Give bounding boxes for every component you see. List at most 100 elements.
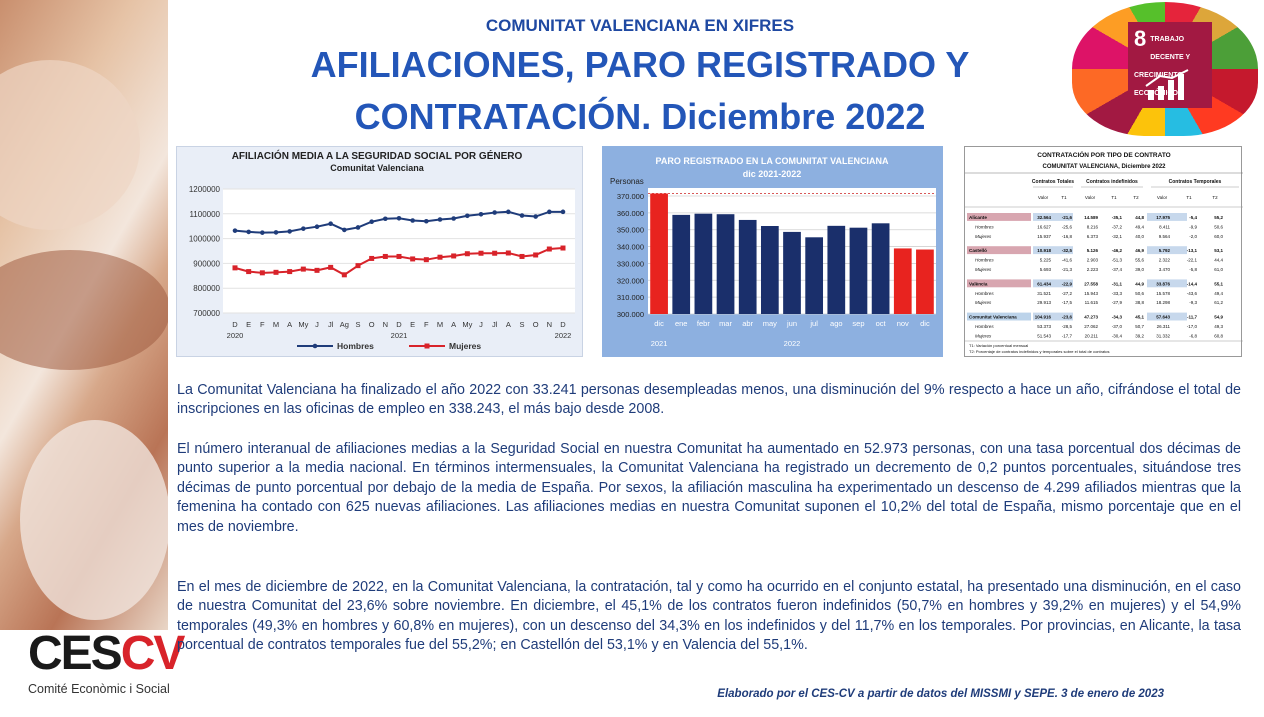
table-row-highlight [967,246,1031,255]
chart1-xtick: F [260,320,265,329]
table-row-label: Castelló [969,248,987,253]
page-title-line1: AFILIACIONES, PARO REGISTRADO Y [310,44,970,85]
paragraph-contratacion: En el mes de diciembre de 2022, en la Co… [177,579,1241,654]
chart1-point-hombres [342,227,347,233]
table-cell: 61,2 [1214,300,1223,305]
chart1-ytick: 1100000 [189,210,220,219]
chart1-xtick: My [462,320,472,329]
chart1-point-hombres [465,213,470,219]
table-cell: 33.876 [1156,281,1170,286]
table-cell: -2,0 [1189,234,1197,239]
table-cell: 57.643 [1156,315,1170,320]
growth-chart-icon [1145,69,1189,100]
chart1-ytick: 900000 [193,259,220,268]
table-cell: -21,3 [1062,267,1073,272]
table-cell: 46,9 [1135,248,1144,253]
table-col-header: T1 [1186,195,1192,200]
table-row-label: Mujeres [975,267,992,272]
chart2-bar-oct [871,223,890,314]
chart2-xtick: jul [809,319,818,328]
table-cell: 44,9 [1135,281,1144,286]
chart1-legend-marker [424,343,430,349]
photo-light [20,420,168,620]
chart2-bar-febr [694,213,713,314]
chart1-xtick: E [410,320,415,329]
table-cell: -27,2 [1062,291,1073,296]
chart1-point-hombres [287,229,292,234]
chart1-point-hombres [314,224,320,229]
chart1-point-mujeres [478,250,484,256]
chart1-point-hombres [492,210,497,215]
chart1-point-mujeres [232,265,238,271]
table-cell: 9.564 [1159,234,1171,239]
table-row-label: Hombres [975,224,994,229]
table-cell: -6,8 [1189,333,1197,338]
chart2-bar-nov [893,248,912,314]
table-cell: -37,4 [1112,267,1123,272]
table-cell: 27.062 [1084,324,1098,329]
table-cell: 50,7 [1135,324,1144,329]
chart2-bar-jul [805,237,824,314]
table-cell-highlight [1147,279,1187,288]
table-cell-highlight [1033,279,1073,288]
chart2-year-label: 2022 [784,339,801,348]
table-cell: 60,8 [1214,333,1223,338]
table-cell-highlight [1147,213,1187,221]
chart1-point-hombres [506,209,511,215]
table-cell: -11,7 [1187,315,1198,320]
table-cell: 32.564 [1037,215,1051,220]
paragraph-paro: La Comunitat Valenciana ha finalizado el… [177,382,1241,418]
table-cell: 17.975 [1156,215,1170,220]
table-cell: 16.627 [1037,224,1051,229]
chart1-point-mujeres [355,263,361,269]
table-group-header: Contratos Totales [1032,179,1074,185]
logo-ces: CES [28,627,123,680]
chart2-bar-ago [827,225,846,314]
table-cell: 15.937 [1037,234,1051,239]
chart1-point-mujeres [273,269,279,275]
chart2-xtick: ago [830,319,843,328]
chart2-xtick: ene [675,319,688,328]
table-cell: -14,4 [1187,281,1198,286]
sdg-number: 8 [1134,26,1147,51]
table-cell: 8.411 [1159,224,1170,229]
table-row-highlight [967,279,1031,288]
chart1-xtick: N [547,320,552,329]
chart1-point-hombres [369,219,374,225]
chart1-year-label: 2022 [555,331,572,340]
chart1-point-mujeres [341,272,347,278]
chart1-xtick: M [437,320,443,329]
table-cell: -34,3 [1112,315,1123,320]
table-cell: 5.792 [1159,248,1171,253]
chart1-year-label: 2020 [227,331,244,340]
chart1-point-mujeres [369,255,375,261]
table-col-header: T2 [1133,195,1139,200]
table-cell: 104.916 [1035,315,1052,320]
chart1-point-hombres [246,229,251,235]
table-title: CONTRATACIÓN POR TIPO DE CONTRATO [1037,150,1171,159]
table-cell: -5,8 [1189,267,1197,272]
table-cell: 14.589 [1084,215,1098,220]
table-cell: -30,4 [1112,333,1123,338]
paro-bar-chart: PARO REGISTRADO EN LA COMUNITAT VALENCIA… [602,146,943,357]
table-cell: 29.913 [1037,300,1051,305]
chart1-xtick: A [451,320,456,329]
table-cell: -5,4 [1189,215,1197,220]
table-cell: 44,4 [1214,258,1223,263]
chart1-subtitle: Comunitat Valenciana [330,163,425,173]
table-cell: -17,7 [1062,333,1073,338]
chart2-ytick: 340.000 [617,243,644,252]
chart1-point-mujeres [314,267,320,273]
table-cell-highlight [1147,312,1187,321]
chart1-point-mujeres [546,246,552,252]
chart1-point-hombres [301,226,306,231]
chart2-ytick: 310.000 [617,293,644,302]
chart1-point-hombres [547,209,552,215]
table-row-label: Hombres [975,324,994,329]
chart1-point-mujeres [246,269,252,275]
table-cell-highlight [1033,246,1073,255]
table-cell: 55,6 [1135,258,1144,263]
afiliacion-chart-svg: AFILIACIÓN MEDIA A LA SEGURIDAD SOCIAL P… [189,149,575,351]
chart2-xtick: oct [876,319,887,328]
paro-chart-svg: PARO REGISTRADO EN LA COMUNITAT VALENCIA… [610,156,936,348]
